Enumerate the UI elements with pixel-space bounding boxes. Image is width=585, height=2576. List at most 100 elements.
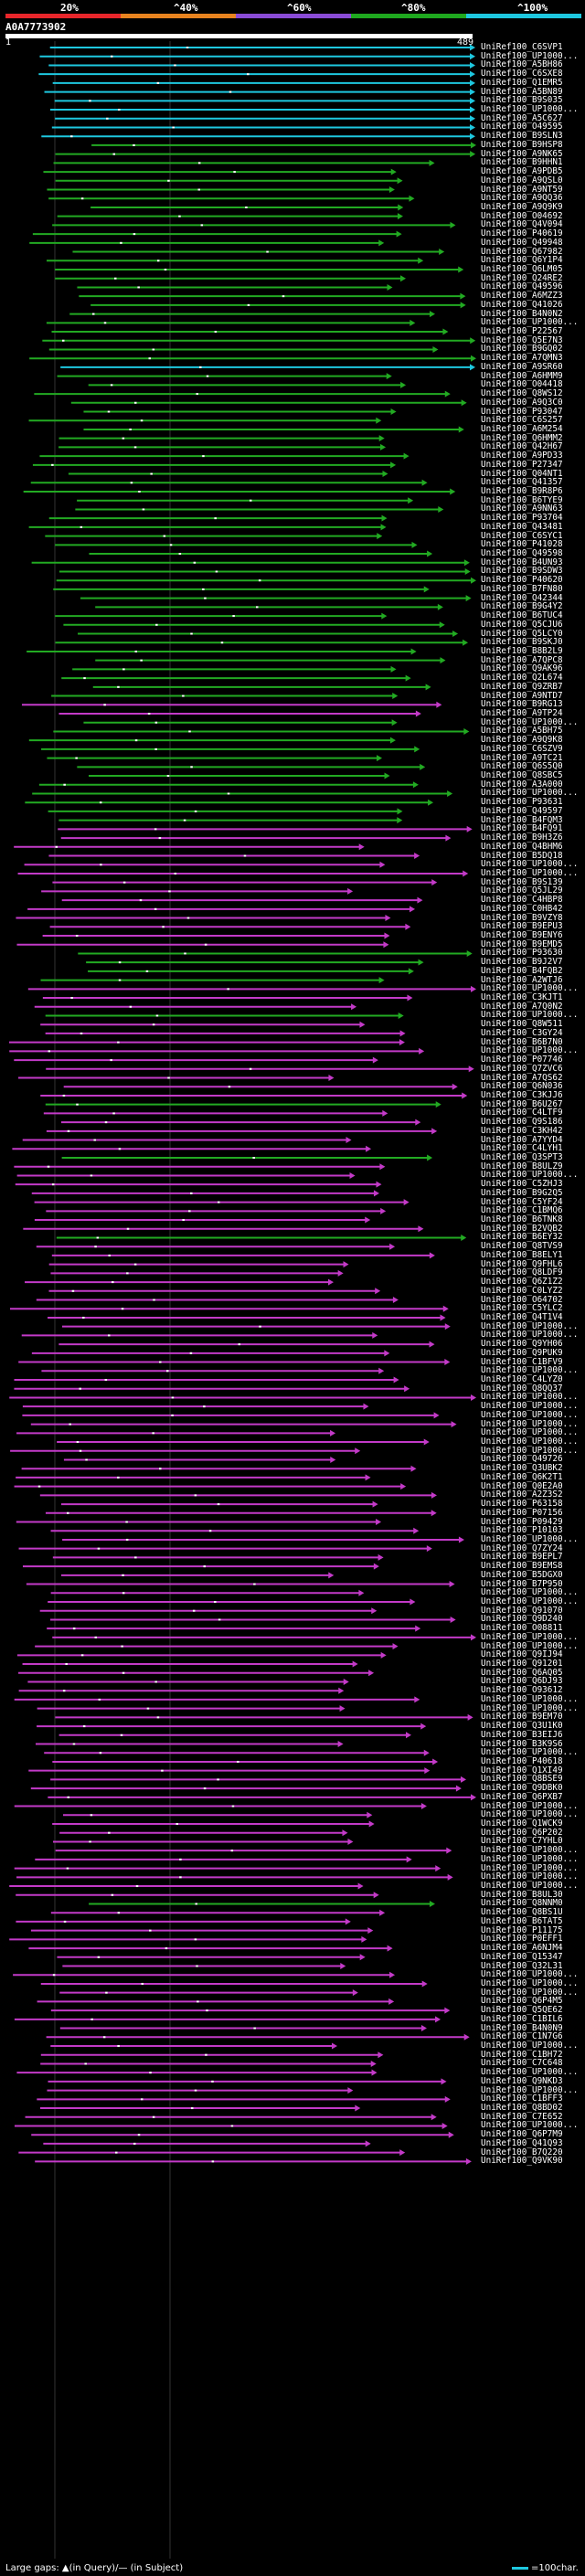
hit-label[interactable]: UniRef100_C5YLC2	[481, 1303, 563, 1314]
hit-label[interactable]: UniRef100_Q8QQ37	[481, 1383, 563, 1394]
hit-label[interactable]: UniRef100_A7QPC8	[481, 654, 563, 665]
hit-label[interactable]: UniRef100_A9NK65	[481, 148, 563, 159]
hit-label[interactable]: UniRef100_B5DQ18	[481, 850, 563, 861]
hit-label[interactable]: UniRef100_Q9AK96	[481, 663, 563, 674]
hit-label[interactable]: UniRef100_Q5QE62	[481, 2005, 563, 2016]
hit-label[interactable]: UniRef100_P41028	[481, 539, 563, 550]
hit-label[interactable]: UniRef100_Q2L674	[481, 673, 563, 684]
hit-label[interactable]: UniRef100_Q6Y1P4	[481, 255, 563, 266]
hit-label[interactable]: UniRef100_A9Q3C0	[481, 397, 563, 408]
hit-label[interactable]: UniRef100_P11175	[481, 1924, 563, 1935]
hit-label[interactable]: UniRef100_Q5LCY0	[481, 628, 563, 639]
hit-label[interactable]: UniRef100_UP1000...	[481, 859, 579, 870]
hit-label[interactable]: UniRef100_B9SDW3	[481, 566, 563, 577]
hit-label[interactable]: UniRef100_A9TC21	[481, 752, 563, 763]
hit-label[interactable]: UniRef100_Q0E2A0	[481, 1480, 563, 1491]
hit-label[interactable]: UniRef100_UP1000...	[481, 1409, 579, 1420]
hit-label[interactable]: UniRef100_B2VQB2	[481, 1223, 563, 1234]
hit-label[interactable]: UniRef100_P27347	[481, 459, 563, 470]
hit-label[interactable]: UniRef100_Q9PUK9	[481, 1347, 563, 1358]
hit-label[interactable]: UniRef100_Q04NT1	[481, 468, 563, 479]
hit-label[interactable]: UniRef100_B6TUC4	[481, 610, 563, 621]
hit-label[interactable]: UniRef100_Q5CJU6	[481, 619, 563, 630]
hit-label[interactable]: UniRef100_Q9VK90	[481, 2156, 563, 2167]
hit-label[interactable]: UniRef100_Q6K2T1	[481, 1471, 563, 1482]
hit-label[interactable]: UniRef100_Q49598	[481, 548, 563, 559]
hit-label[interactable]: UniRef100_UP1000...	[481, 1533, 579, 1544]
hit-label[interactable]: UniRef100_B9R8P6	[481, 486, 563, 496]
hit-label[interactable]: UniRef100_B9RG13	[481, 699, 563, 710]
hit-label[interactable]: UniRef100_P07156	[481, 1507, 563, 1518]
hit-label[interactable]: UniRef100_P40620	[481, 575, 563, 586]
hit-label[interactable]: UniRef100_Q49726	[481, 1454, 563, 1465]
hit-label[interactable]: UniRef100_A7QMN3	[481, 353, 563, 364]
hit-label[interactable]: UniRef100_Q8WS12	[481, 388, 563, 399]
hit-label[interactable]: UniRef100_A5BN89	[481, 86, 563, 97]
hit-label[interactable]: UniRef100_B8ELY1	[481, 1249, 563, 1260]
hit-label[interactable]: UniRef100_Q91201	[481, 1659, 563, 1670]
hit-label[interactable]: UniRef100_UP1000...	[481, 983, 579, 994]
hit-label[interactable]: UniRef100_A5BH86	[481, 59, 563, 70]
hit-label[interactable]: UniRef100_B9G2Q5	[481, 1187, 563, 1198]
hit-label[interactable]: UniRef100_B4FQM3	[481, 814, 563, 825]
hit-label[interactable]: UniRef100_Q3SPT3	[481, 1152, 563, 1162]
hit-label[interactable]: UniRef100_UP1000...	[481, 1969, 579, 1980]
hit-label[interactable]: UniRef100_B6U267	[481, 1098, 563, 1109]
hit-label[interactable]: UniRef100_B6TNK8	[481, 1214, 563, 1225]
hit-label[interactable]: UniRef100_C1BH72	[481, 2049, 563, 2060]
hit-label[interactable]: UniRef100_UP1000...	[481, 1977, 579, 1988]
hit-label[interactable]: UniRef100_C6SXE8	[481, 69, 563, 80]
hit-label[interactable]: UniRef100_A7QS62	[481, 1072, 563, 1083]
hit-label[interactable]: UniRef100_Q6S5Q0	[481, 761, 563, 772]
hit-label[interactable]: UniRef100_UP1000...	[481, 1596, 579, 1606]
hit-label[interactable]: UniRef100_B9VZY8	[481, 912, 563, 923]
hit-label[interactable]: UniRef100_Q6DJ93	[481, 1676, 563, 1687]
hit-label[interactable]: UniRef100_Q6Z1Z2	[481, 1277, 563, 1288]
hit-label[interactable]: UniRef100_Q9FHL6	[481, 1258, 563, 1269]
hit-label[interactable]: UniRef100_C7E652	[481, 2111, 563, 2122]
hit-label[interactable]: UniRef100_UP1000...	[481, 1365, 579, 1376]
hit-label[interactable]: UniRef100_A9QQ36	[481, 193, 563, 204]
hit-label[interactable]: UniRef100_A9NTD7	[481, 690, 563, 701]
hit-label[interactable]: UniRef100_UP1000...	[481, 1010, 579, 1021]
hit-label[interactable]: UniRef100_UP1000...	[481, 1631, 579, 1642]
hit-label[interactable]: UniRef100_UP1000...	[481, 1587, 579, 1598]
hit-label[interactable]: UniRef100_P93047	[481, 406, 563, 417]
hit-label[interactable]: UniRef100_A5BH75	[481, 726, 563, 737]
hit-label[interactable]: UniRef100_P40619	[481, 228, 563, 239]
hit-label[interactable]: UniRef100_UP1000...	[481, 317, 579, 328]
hit-label[interactable]: UniRef100_B7FN80	[481, 583, 563, 594]
hit-label[interactable]: UniRef100_P10103	[481, 1525, 563, 1536]
hit-label[interactable]: UniRef100_UP1000...	[481, 1800, 579, 1811]
hit-label[interactable]: UniRef100_B8UL30	[481, 1889, 563, 1900]
hit-label[interactable]: UniRef100_C1BFV9	[481, 1356, 563, 1367]
hit-label[interactable]: UniRef100_B4N0N9	[481, 2022, 563, 2033]
hit-label[interactable]: UniRef100_A7Q0N2	[481, 1001, 563, 1012]
hit-label[interactable]: UniRef100_Q8TVS9	[481, 1241, 563, 1252]
hit-label[interactable]: UniRef100_A9SR60	[481, 361, 563, 372]
hit-label[interactable]: UniRef100_Q42344	[481, 592, 563, 603]
hit-label[interactable]: UniRef100_B9H3Z6	[481, 832, 563, 843]
hit-label[interactable]: UniRef100_C3KJJ6	[481, 1089, 563, 1100]
hit-label[interactable]: UniRef100_B3K9S6	[481, 1738, 563, 1749]
hit-label[interactable]: UniRef100_Q9NKD3	[481, 2075, 563, 2086]
hit-label[interactable]: UniRef100_C6S257	[481, 415, 563, 426]
hit-label[interactable]: UniRef100_B4FQ91	[481, 823, 563, 834]
hit-label[interactable]: UniRef100_Q91070	[481, 1605, 563, 1616]
hit-label[interactable]: UniRef100_A2WTJ6	[481, 974, 563, 985]
hit-label[interactable]: UniRef100_UP1000...	[481, 1809, 579, 1820]
hit-label[interactable]: UniRef100_UP1000...	[481, 1640, 579, 1651]
hit-label[interactable]: UniRef100_UP1000...	[481, 1693, 579, 1704]
hit-label[interactable]: UniRef100_UP1000...	[481, 1170, 579, 1181]
hit-label[interactable]: UniRef100_C4HBP8	[481, 895, 563, 906]
hit-label[interactable]: UniRef100_UP1000...	[481, 1427, 579, 1438]
hit-label[interactable]: UniRef100_UP1000...	[481, 1392, 579, 1403]
hit-label[interactable]: UniRef100_C4LTF9	[481, 1108, 563, 1118]
hit-label[interactable]: UniRef100_Q49597	[481, 805, 563, 816]
hit-label[interactable]: UniRef100_O49595	[481, 122, 563, 133]
hit-label[interactable]: UniRef100_P0EFF1	[481, 1934, 563, 1945]
hit-label[interactable]: UniRef100_P07746	[481, 1055, 563, 1065]
hit-label[interactable]: UniRef100_B4UN93	[481, 557, 563, 567]
hit-label[interactable]: UniRef100_Q32L31	[481, 1960, 563, 1971]
hit-label[interactable]: UniRef100_UP1000...	[481, 1871, 579, 1882]
